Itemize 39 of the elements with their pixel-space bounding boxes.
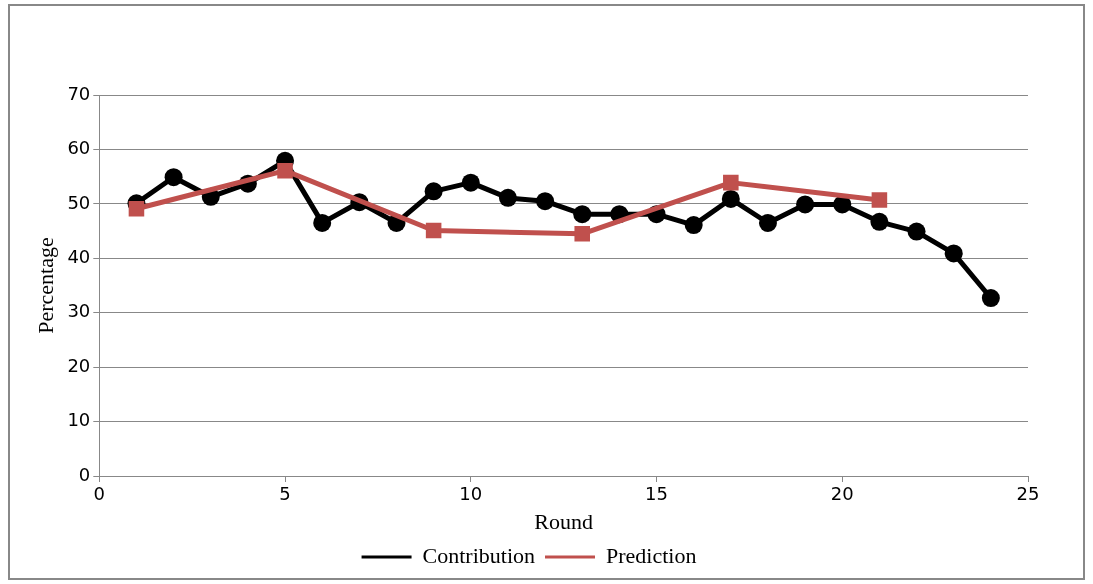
legend-label: Prediction [606,542,697,568]
x-tick-label: 0 [93,483,106,505]
point [461,173,480,192]
legend-label: Contribution [422,542,536,568]
point [313,213,332,232]
point [164,168,183,187]
point [574,226,590,242]
y-tick-label: 50 [67,191,91,213]
y-tick-label: 60 [67,137,91,159]
point [870,212,889,231]
x-tick-label: 25 [1016,483,1040,505]
y-tick-label: 20 [67,354,91,376]
point [277,162,293,179]
point [723,174,739,191]
point [536,192,555,211]
point [758,213,777,232]
x-tick-label: 15 [645,483,668,505]
point [573,205,592,224]
x-axis-title: Round [534,508,593,534]
y-tick-label: 0 [78,463,91,485]
y-tick-label: 30 [67,300,91,322]
point [944,244,963,263]
x-tick-label: 10 [459,483,483,505]
point [981,289,1000,308]
y-axis-title: Percentage [32,237,58,334]
point [684,216,703,235]
x-tick-label: 20 [830,483,854,505]
point [128,200,145,217]
y-tick-label: 10 [67,409,91,431]
point [425,222,442,239]
point [721,189,740,208]
point [424,182,443,201]
y-tick-label: 70 [67,82,91,104]
x-tick-label: 5 [279,483,291,505]
point [871,192,888,208]
point [498,188,517,207]
y-tick-label: 40 [67,245,91,267]
point [796,195,815,214]
point [907,222,926,241]
